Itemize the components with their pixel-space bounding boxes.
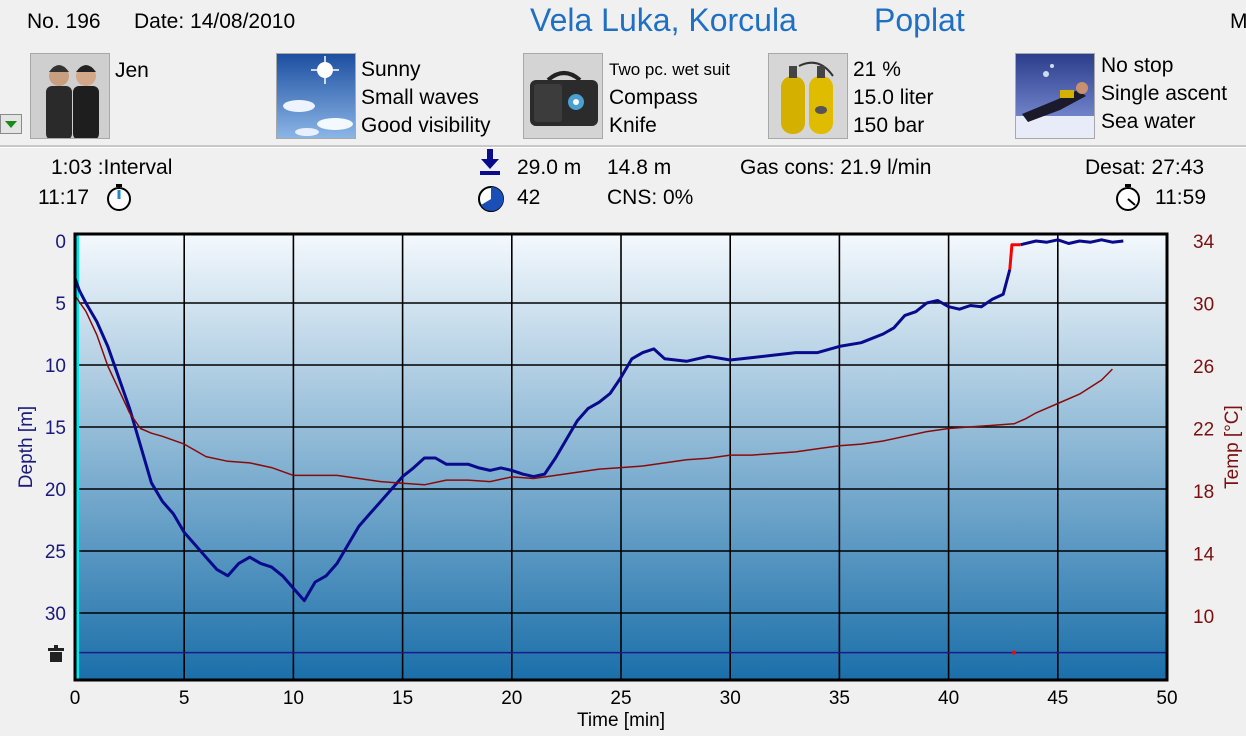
depth-tick-label: 0 [55, 232, 66, 253]
series-layer [73, 234, 1167, 680]
divers-icon[interactable] [30, 53, 110, 139]
exit-time: 11:59 [1155, 186, 1206, 209]
tick-labels: 0 5 10 15 20 25 30 35 40 45 50 0 5 10 15 20 25 30 34 30 26 22… [45, 232, 1215, 709]
temperature-series-line [74, 295, 1113, 486]
y2-axis-label: Temp [°C] [1222, 405, 1243, 489]
buddy-name: Jen [115, 59, 149, 82]
knife-text: Knife [609, 114, 657, 137]
ascent-warning-line [1008, 243, 1021, 270]
expand-dropdown-button[interactable] [0, 114, 22, 134]
desaturation-time: Desat: 27:43 [1085, 156, 1205, 179]
dive-number: No. 196 [27, 10, 101, 33]
gear-bag-icon[interactable] [523, 53, 603, 139]
diver-icon[interactable] [1015, 53, 1095, 139]
max-depth: 29.0 m [517, 156, 582, 179]
tank-pressure: 150 bar [853, 114, 925, 137]
depth-tick-label: 5 [55, 294, 66, 315]
x-tick-label: 40 [938, 688, 959, 709]
dive-location: Vela Luka, Korcula [530, 2, 797, 38]
recycle-bin-icon[interactable] [48, 645, 64, 662]
depth-series-line [73, 269, 1012, 603]
waves-text: Small waves [361, 86, 479, 109]
depth-tick-label: 30 [45, 604, 66, 625]
x-tick-label: 10 [283, 688, 304, 709]
weather-icon[interactable] [276, 53, 356, 139]
header-separator [0, 145, 1246, 148]
plot-frame [73, 232, 1169, 682]
entry-clock-icon [107, 184, 131, 211]
grid-lines [75, 234, 1167, 680]
water-text: Sea water [1101, 110, 1196, 133]
ascent-text: Single ascent [1101, 82, 1228, 105]
gas-consumption: Gas cons: 21.9 l/min [740, 156, 932, 179]
dive-type-info: No stop Single ascent Sea water [1101, 52, 1227, 136]
dive-site: Poplat [874, 2, 965, 38]
temp-tick-label: 14 [1193, 545, 1215, 566]
weather-text: Sunny [361, 58, 421, 81]
x-tick-label: 0 [70, 688, 81, 709]
gas-info: 21 % 15.0 liter 150 bar [853, 56, 934, 140]
dive-date: Date: 14/08/2010 [134, 10, 296, 33]
temp-tick-label: 18 [1193, 482, 1214, 503]
depth-tick-label: 15 [45, 418, 66, 439]
x-tick-label: 20 [501, 688, 522, 709]
max-depth-icon [480, 149, 500, 175]
cns-value: CNS: 0% [607, 186, 694, 209]
x-tick-label: 5 [179, 688, 190, 709]
dive-duration-icon [478, 186, 504, 212]
event-marker [1012, 650, 1017, 655]
compass-text: Compass [609, 86, 698, 109]
deco-text: No stop [1101, 54, 1174, 77]
depth-tick-label: 20 [45, 480, 66, 501]
x-axis-label: Time [min] [577, 710, 665, 731]
avg-depth: 14.8 m [607, 156, 672, 179]
visibility-text: Good visibility [361, 114, 491, 137]
depth-tick-label: 10 [45, 356, 66, 377]
x-tick-label: 25 [610, 688, 631, 709]
exit-clock-icon [1116, 184, 1140, 211]
surface-interval: 1:03 :Interval [51, 156, 173, 179]
temp-tick-label: 22 [1193, 420, 1214, 441]
depth-tick-label: 25 [45, 542, 66, 563]
temp-tick-label: 10 [1193, 607, 1214, 628]
tank-volume: 15.0 liter [853, 86, 934, 109]
temp-tick-label: 34 [1193, 232, 1215, 253]
surface-series-line [1020, 238, 1124, 247]
x-tick-label: 30 [720, 688, 741, 709]
x-tick-label: 15 [392, 688, 413, 709]
conditions-info: Sunny Small waves Good visibility [361, 56, 491, 140]
y-axis-label: Depth [m] [16, 406, 37, 488]
dive-profile-chart[interactable]: 0 5 10 15 20 25 30 35 40 45 50 0 5 10 15 20 25 30 34 30 26 22… [0, 220, 1246, 736]
x-tick-label: 50 [1156, 688, 1177, 709]
equipment-info: Two pc. wet suit Compass Knife [609, 56, 730, 140]
truncated-header-text: M [1230, 10, 1246, 33]
dive-duration: 42 [517, 186, 541, 209]
temp-tick-label: 30 [1193, 295, 1214, 316]
x-tick-label: 45 [1047, 688, 1068, 709]
entry-time: 11:17 [38, 186, 89, 209]
x-tick-label: 35 [829, 688, 850, 709]
oxygen-percent: 21 % [853, 58, 901, 81]
temp-tick-label: 26 [1193, 357, 1214, 378]
buddy-info: Jen [115, 57, 149, 85]
chevron-down-icon [5, 121, 17, 128]
suit-text: Two pc. wet suit [609, 60, 730, 79]
tanks-icon[interactable] [768, 53, 848, 139]
